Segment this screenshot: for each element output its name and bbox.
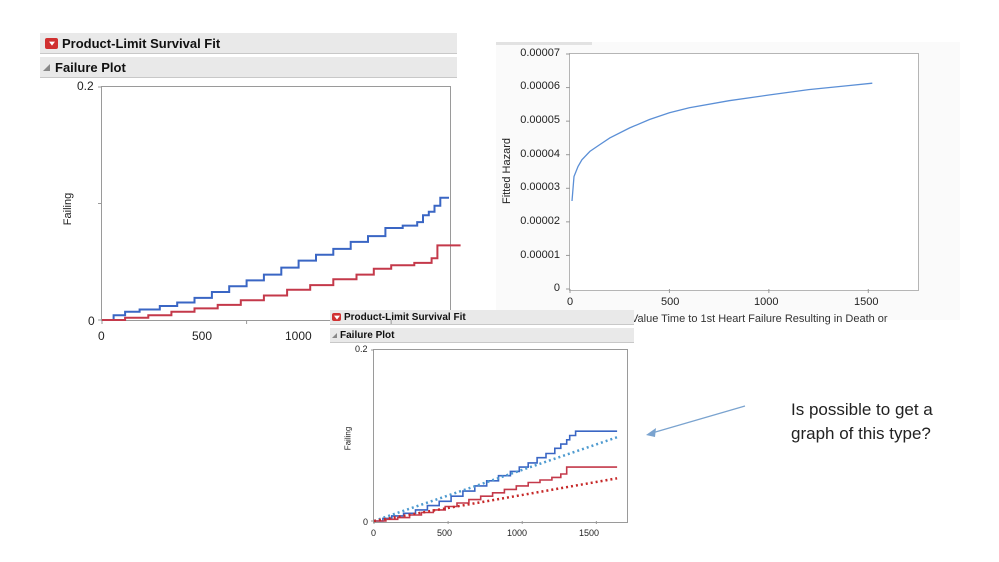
hazard-y-tick-5: 0.00003 — [520, 181, 560, 193]
fitted-hazard-line — [571, 82, 873, 202]
red-triangle-menu-icon-2[interactable] — [332, 313, 341, 321]
hazard-top-strip — [496, 42, 592, 45]
x-tick-500-2: 500 — [437, 528, 453, 538]
section-header[interactable]: Failure Plot — [40, 57, 457, 78]
hazard-y-tick-3: 0.00005 — [520, 114, 560, 126]
fit-line-red-dotted — [373, 477, 618, 523]
y-tick-top: 0.2 — [77, 79, 94, 93]
x-tick-0-2: 0 — [371, 528, 377, 538]
y-tick-zero: 0 — [88, 314, 95, 328]
x-tick-500: 500 — [192, 329, 213, 343]
failure-curve-blue-2 — [374, 430, 618, 522]
failure-plot-frame-2 — [373, 349, 628, 523]
hazard-x-tick-1500: 1500 — [854, 296, 879, 308]
report-title-2: Product-Limit Survival Fit — [344, 311, 466, 323]
report-title-bar[interactable]: Product-Limit Survival Fit — [40, 33, 457, 54]
annotation-arrow-line — [651, 405, 746, 434]
hazard-y-tick-6: 0.00002 — [520, 215, 560, 227]
question-line-1: Is possible to get a — [791, 400, 933, 419]
hazard-y-tick-7: 0.00001 — [520, 249, 560, 261]
x-tick-1000-2: 1000 — [507, 528, 528, 538]
section-title: Failure Plot — [55, 59, 126, 75]
x-tick-0: 0 — [98, 329, 105, 343]
y-tick-zero-2: 0 — [363, 517, 369, 527]
fit-line-blue-dotted — [373, 436, 618, 523]
section-title-2: Failure Plot — [340, 329, 395, 341]
annotation-arrow-head — [646, 428, 656, 437]
failure-curve-blue — [102, 196, 449, 321]
section-header-2[interactable]: Failure Plot — [330, 328, 634, 343]
hazard-y-tick-1: 0.00007 — [520, 47, 560, 59]
hazard-plot-frame — [569, 53, 919, 291]
hazard-y-tick-2: 0.00006 — [520, 80, 560, 92]
hazard-x-tick-500: 500 — [661, 296, 680, 308]
x-tick-1000: 1000 — [285, 329, 312, 343]
hazard-x-tick-0: 0 — [567, 296, 574, 308]
failure-curve-red — [102, 244, 461, 321]
hazard-x-tick-1000: 1000 — [754, 296, 779, 308]
hazard-y-tick-4: 0.00004 — [520, 148, 560, 160]
x-tick-1500-2: 1500 — [579, 528, 600, 538]
disclosure-icon[interactable] — [43, 63, 50, 71]
report-title: Product-Limit Survival Fit — [62, 35, 221, 51]
report-panel-bottom: Product-Limit Survival Fit Failure Plot … — [330, 310, 634, 542]
failure-plot-frame — [101, 86, 451, 321]
question-annotation: Is possible to get a graph of this type? — [791, 398, 991, 446]
report-title-bar-2[interactable]: Product-Limit Survival Fit — [330, 310, 634, 325]
question-line-2: graph of this type? — [791, 424, 931, 443]
red-triangle-menu-icon[interactable] — [45, 37, 58, 49]
report-panel-top: Product-Limit Survival Fit Failure Plot … — [40, 33, 457, 345]
hazard-y-tick-8: 0 — [553, 282, 560, 294]
hazard-x-axis-title: Value Time to 1st Heart Failure Resultin… — [631, 313, 888, 325]
y-tick-top-2: 0.2 — [355, 344, 368, 354]
disclosure-icon-2[interactable] — [332, 332, 337, 338]
